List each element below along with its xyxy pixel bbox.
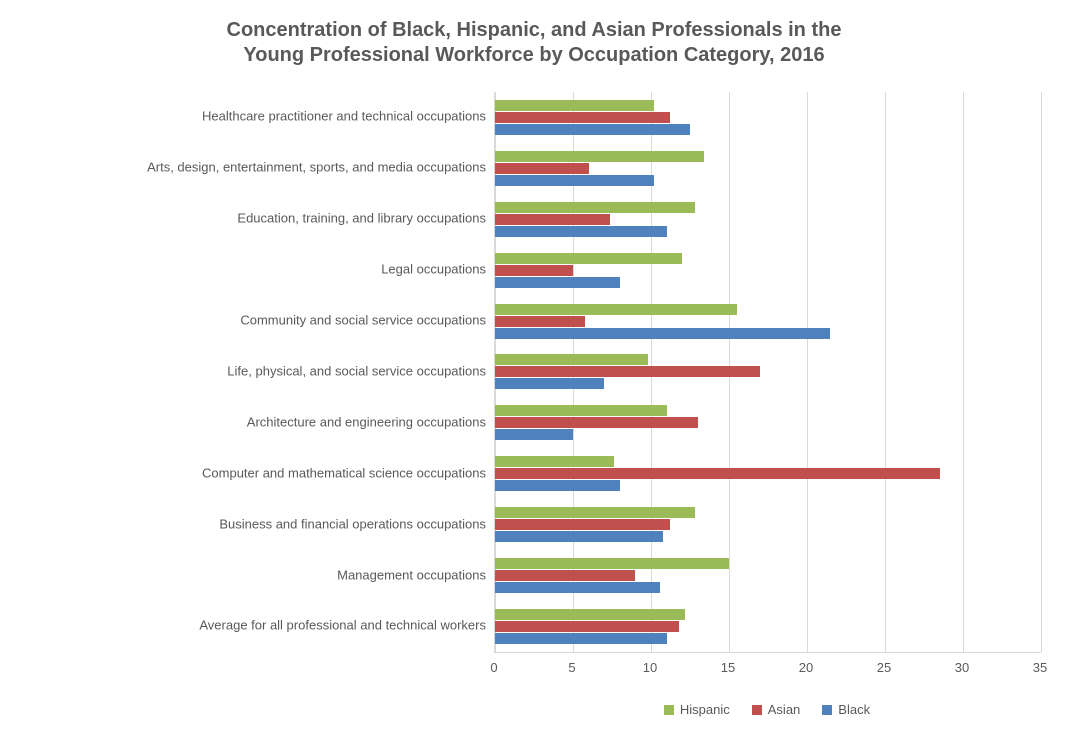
bar-hispanic [495,456,614,467]
legend-swatch [664,705,674,715]
category-label: Architecture and engineering occupations [26,415,486,430]
bar-hispanic [495,253,682,264]
chart-title-line-2: Young Professional Workforce by Occupati… [243,44,824,66]
bar-asian [495,366,760,377]
bar-hispanic [495,609,685,620]
bar-asian [495,621,679,632]
category-label: Computer and mathematical science occupa… [26,466,486,481]
category-label: Healthcare practitioner and technical oc… [26,110,486,125]
legend-item-black: Black [822,702,870,717]
bar-group [495,354,1041,389]
bar-hispanic [495,558,729,569]
bar-group [495,507,1041,542]
bar-black [495,124,690,135]
legend-swatch [752,705,762,715]
bar-hispanic [495,202,695,213]
bar-asian [495,570,635,581]
legend-label: Hispanic [680,702,730,717]
category-label: Business and financial operations occupa… [26,517,486,532]
category-label: Education, training, and library occupat… [26,212,486,227]
category-label: Community and social service occupations [26,314,486,329]
legend: Hispanic Asian Black [494,702,1040,717]
bar-asian [495,214,610,225]
chart-title-line-1: Concentration of Black, Hispanic, and As… [227,19,842,41]
bar-asian [495,163,589,174]
bar-black [495,480,620,491]
legend-label: Asian [768,702,801,717]
x-tick-label: 5 [568,660,575,675]
legend-label: Black [838,702,870,717]
x-tick-label: 15 [721,660,735,675]
bar-black [495,429,573,440]
bar-hispanic [495,354,648,365]
bar-asian [495,519,670,530]
bar-asian [495,265,573,276]
bar-asian [495,112,670,123]
category-label: Life, physical, and social service occup… [26,364,486,379]
legend-swatch [822,705,832,715]
bar-hispanic [495,405,667,416]
bar-black [495,328,830,339]
bar-hispanic [495,151,704,162]
x-tick-label: 20 [799,660,813,675]
bar-group [495,304,1041,339]
bar-group [495,405,1041,440]
x-tick-label: 30 [955,660,969,675]
plot-area [494,92,1041,653]
bar-group [495,151,1041,186]
category-label: Average for all professional and technic… [26,619,486,634]
category-label: Management occupations [26,568,486,583]
bar-group [495,456,1041,491]
chart-title: Concentration of Black, Hispanic, and As… [0,18,1068,68]
bar-black [495,582,660,593]
bar-asian [495,468,940,479]
category-label: Arts, design, entertainment, sports, and… [26,161,486,176]
bar-asian [495,316,585,327]
category-label: Legal occupations [26,263,486,278]
bar-asian [495,417,698,428]
x-tick-label: 25 [877,660,891,675]
x-tick-label: 35 [1033,660,1047,675]
legend-item-asian: Asian [752,702,801,717]
gridline [1041,92,1042,652]
bar-hispanic [495,507,695,518]
bar-black [495,277,620,288]
bar-hispanic [495,100,654,111]
bar-group [495,558,1041,593]
bar-group [495,202,1041,237]
x-tick-label: 0 [490,660,497,675]
bar-black [495,378,604,389]
bar-group [495,100,1041,135]
x-tick-label: 10 [643,660,657,675]
bar-black [495,633,667,644]
bar-group [495,609,1041,644]
chart-container: Concentration of Black, Hispanic, and As… [0,0,1068,735]
legend-item-hispanic: Hispanic [664,702,730,717]
bar-group [495,253,1041,288]
bar-black [495,175,654,186]
bar-black [495,226,667,237]
bar-black [495,531,663,542]
bar-hispanic [495,304,737,315]
